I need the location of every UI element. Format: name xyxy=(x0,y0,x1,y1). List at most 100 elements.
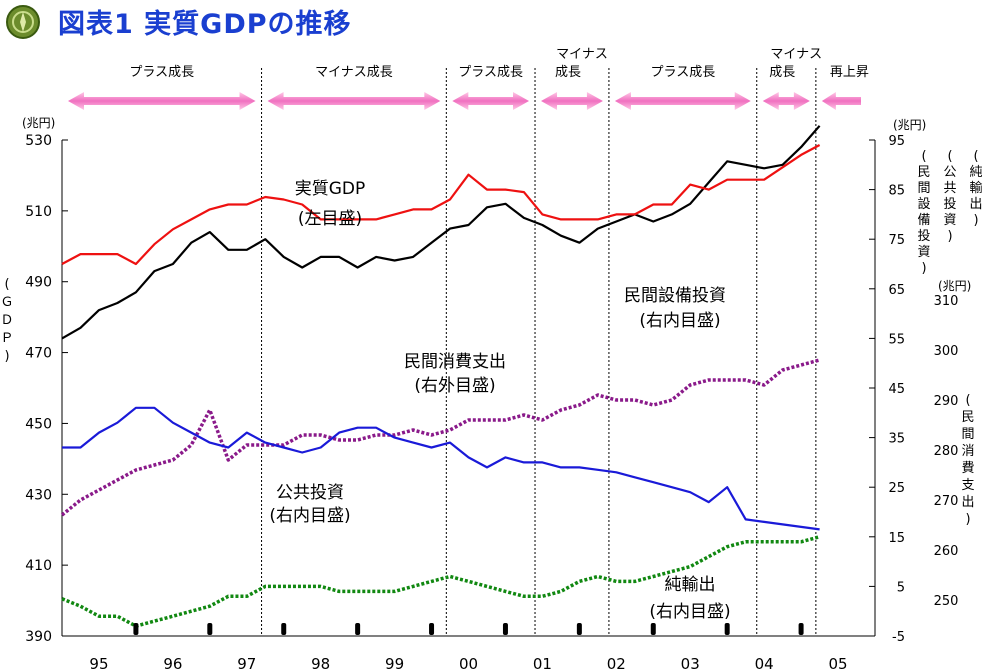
phase-label-4: プラス成長 xyxy=(650,65,715,80)
right-inner-axis-label-char: 投 xyxy=(917,228,930,244)
right-inner-axis-label-char: ) xyxy=(947,229,952,244)
series-line-4 xyxy=(61,535,821,628)
right-outer-tick-label: 250 xyxy=(934,594,959,609)
x-tick-mark xyxy=(207,623,213,635)
x-tick-mark xyxy=(355,623,361,635)
right-outer-tick-label: 280 xyxy=(934,444,959,459)
left-tick-label: 390 xyxy=(25,629,52,645)
phase-label-6: 再上昇 xyxy=(830,65,869,80)
right-inner-axis-label-char: 資 xyxy=(943,213,956,228)
right-inner-axis-label-char: 共 xyxy=(943,181,956,196)
series-annotation-scale: (右外目盛) xyxy=(414,376,495,396)
right-outer-tick-label: 270 xyxy=(934,494,959,509)
series-annotation-scale: (左目盛) xyxy=(298,209,362,229)
phase-arrow-3 xyxy=(541,92,603,110)
phase-label-1: マイナス成長 xyxy=(315,65,393,80)
x-tick-label: 99 xyxy=(385,655,404,672)
series-annotation-scale: (右内目盛) xyxy=(269,506,350,526)
phase-arrow-0 xyxy=(68,92,256,110)
left-axis-label-char: Ｇ xyxy=(0,295,13,310)
right-outer-axis-label-char: 費 xyxy=(961,461,974,476)
phase-arrow-1 xyxy=(267,92,441,110)
axis-labels: 530 510 490 470 450 430 410 390 (兆円) (ＧＤＰ) 95 85 75 6… xyxy=(0,116,982,672)
right-inner-axis-label-char: ) xyxy=(921,261,926,276)
x-tick-label: 01 xyxy=(533,655,552,672)
x-tick-mark xyxy=(576,623,582,635)
phase-label-3: マイナス xyxy=(556,47,608,62)
series-annotation: 純輸出 xyxy=(665,575,716,595)
right-inner-tick-label: 5 xyxy=(897,580,905,595)
right-outer-axis-label-char: 支 xyxy=(961,478,974,493)
x-tick-label: 05 xyxy=(828,655,847,672)
left-tick-label: 530 xyxy=(25,133,52,149)
x-tick-mark xyxy=(133,623,139,635)
right-inner-tick-label: 75 xyxy=(888,233,905,248)
right-inner-axis-label-char: 民 xyxy=(917,165,930,180)
x-tick-label: 04 xyxy=(755,655,774,672)
left-axis-label-char: Ｐ xyxy=(0,331,13,346)
right-inner-tick-label: 95 xyxy=(888,134,905,149)
series-lines xyxy=(60,125,821,628)
phase-arrow-6 xyxy=(821,92,861,110)
right-inner-tick-label: 85 xyxy=(888,184,905,199)
series-annotation-scale: (右内目盛) xyxy=(649,602,730,622)
phase-boundaries xyxy=(261,68,817,636)
right-inner-axis-label-char: 出 xyxy=(969,197,982,212)
right-inner-axis-label-char: 設 xyxy=(917,196,930,212)
right-inner-axis-label-char: 公 xyxy=(943,165,956,180)
left-tick-label: 410 xyxy=(25,558,52,574)
series-annotation: 民間消費支出 xyxy=(404,352,506,372)
phase-label2-3: 成長 xyxy=(555,65,581,80)
left-tick-label: 470 xyxy=(25,346,52,362)
right-inner-tick-label: 15 xyxy=(888,531,905,546)
right-inner-tick-label: 25 xyxy=(888,481,905,496)
x-tick-label: 03 xyxy=(681,655,700,672)
x-tick-mark xyxy=(281,623,287,635)
right-inner-axis-unit: (兆円) xyxy=(893,118,926,132)
x-tick-label: 95 xyxy=(89,655,108,672)
left-tick-label: 490 xyxy=(25,275,52,291)
x-tick-mark xyxy=(650,623,656,635)
left-tick-label: 430 xyxy=(25,487,52,503)
series-line-1 xyxy=(61,144,821,266)
x-tick-label: 98 xyxy=(311,655,330,672)
x-tick-label: 00 xyxy=(459,655,478,672)
right-inner-axis-label-char: 輸 xyxy=(969,181,982,196)
right-outer-axis-label-char: 民 xyxy=(961,410,974,425)
right-inner-axis-label-char: 純 xyxy=(969,165,982,180)
x-tick-mark xyxy=(502,623,508,635)
series-line-3 xyxy=(62,406,820,531)
x-tick-label: 02 xyxy=(607,655,626,672)
right-outer-axis-unit: (兆円) xyxy=(938,279,971,293)
right-inner-tick-label: 35 xyxy=(888,432,905,447)
left-axis-label-char: Ｄ xyxy=(0,313,13,328)
phase-label-5: マイナス xyxy=(770,47,822,62)
right-inner-tick-label: -5 xyxy=(892,630,905,645)
growth-phase-band: プラス成長 マイナス成長 プラス成長 マイナス成長 プラス成長 マイナス成長 再上昇 xyxy=(68,47,869,110)
right-inner-axis-label-char: ( xyxy=(921,149,926,164)
right-outer-axis-label-char: 消 xyxy=(961,444,974,459)
right-outer-axis-label-char: ) xyxy=(965,512,970,527)
x-tick-label: 97 xyxy=(237,655,256,672)
phase-label-2: プラス成長 xyxy=(458,65,523,80)
right-inner-tick-label: 55 xyxy=(888,332,905,347)
right-inner-axis-label-char: 投 xyxy=(943,196,956,212)
phase-arrow-4 xyxy=(614,92,751,110)
phase-arrow-2 xyxy=(452,92,530,110)
right-inner-axis-label-char: 備 xyxy=(917,212,930,228)
series-annotation: 民間設備投資 xyxy=(624,286,726,306)
series-line-2 xyxy=(60,358,821,517)
right-inner-axis-label-char: 間 xyxy=(917,181,930,196)
series-line-0 xyxy=(61,125,821,340)
right-outer-tick-label: 300 xyxy=(934,344,959,359)
right-outer-axis-label-char: 間 xyxy=(961,427,974,442)
phase-label-0: プラス成長 xyxy=(129,65,194,80)
green-emblem-icon xyxy=(5,4,41,40)
right-inner-tick-label: 45 xyxy=(888,382,905,397)
series-annotation: 公共投資 xyxy=(276,483,344,503)
right-outer-tick-label: 290 xyxy=(934,394,959,409)
left-axis-unit: (兆円) xyxy=(22,116,55,130)
right-inner-axis-label-char: ) xyxy=(973,213,978,228)
phase-arrow-5 xyxy=(762,92,810,110)
